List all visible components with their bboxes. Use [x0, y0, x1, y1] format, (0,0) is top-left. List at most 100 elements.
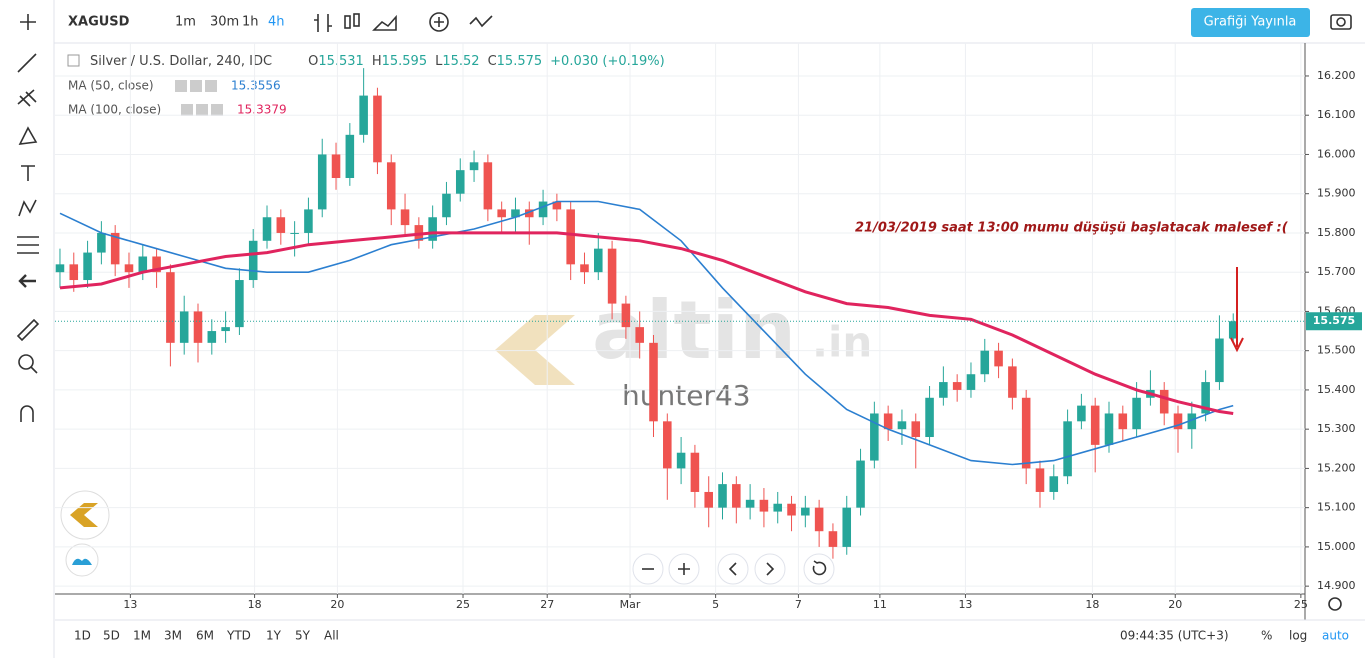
- candle-body: [676, 452, 686, 469]
- trendline-tool[interactable]: [17, 53, 37, 73]
- ma-button[interactable]: [175, 80, 187, 92]
- x-tick-label: 20: [1168, 598, 1182, 611]
- cloud-badge[interactable]: [65, 543, 99, 577]
- candle-body: [704, 491, 713, 508]
- interval[interactable]: 30m: [210, 15, 239, 30]
- candle-body: [1090, 405, 1100, 445]
- candle-body: [166, 272, 175, 343]
- x-tick-label: 13: [123, 598, 137, 611]
- logo-badge[interactable]: [60, 490, 110, 540]
- ohlc-key: L: [435, 54, 443, 69]
- ma-name[interactable]: MA (50, close): [68, 79, 154, 93]
- measure-tool[interactable]: [16, 318, 40, 342]
- shape-tool[interactable]: [18, 126, 38, 145]
- ohlc-value: 15.575: [497, 54, 543, 69]
- candle-body: [331, 154, 341, 179]
- publish-label[interactable]: Grafiği Yayınla: [1204, 15, 1297, 30]
- ohlc-key: C: [488, 54, 497, 69]
- candle-body: [621, 303, 631, 328]
- candle-body: [469, 162, 479, 171]
- candle-body: [124, 264, 134, 273]
- symbol[interactable]: XAGUSD: [68, 15, 130, 30]
- candle-body: [110, 232, 120, 265]
- cloud-icon: [72, 558, 92, 565]
- candle-body: [1049, 476, 1059, 492]
- pattern-tool[interactable]: [18, 199, 37, 217]
- publish-button[interactable]: [1191, 8, 1310, 37]
- candle-body: [97, 232, 106, 253]
- candle-body: [718, 484, 727, 508]
- ma-button[interactable]: [181, 104, 193, 116]
- candle-body: [359, 95, 368, 135]
- candle-body: [207, 331, 217, 343]
- zoom-tool[interactable]: [18, 354, 34, 370]
- indicators[interactable]: [372, 14, 397, 31]
- candle-body: [1173, 413, 1183, 430]
- settings[interactable]: [1328, 597, 1342, 611]
- ma-button[interactable]: [196, 104, 208, 116]
- ma-button[interactable]: [211, 104, 223, 116]
- x-tick-label: 5: [712, 598, 719, 611]
- back-tool[interactable]: [18, 274, 36, 288]
- range-button[interactable]: 1Y: [266, 629, 282, 643]
- scroll-right[interactable]: [754, 553, 786, 585]
- ma-button[interactable]: [205, 80, 217, 92]
- range-button[interactable]: 6M: [196, 629, 214, 643]
- range-button[interactable]: 1D: [74, 629, 91, 643]
- y-tick-label: 15.700: [1317, 265, 1356, 278]
- candle-body: [663, 421, 672, 469]
- prediction-tool[interactable]: [17, 236, 39, 254]
- y-tick-label: 15.900: [1317, 187, 1356, 200]
- scroll-left[interactable]: [717, 553, 749, 585]
- scale-option[interactable]: %: [1261, 629, 1272, 643]
- candle-body: [276, 217, 286, 233]
- snapshot[interactable]: [1330, 14, 1352, 30]
- interval[interactable]: 4h: [268, 15, 285, 30]
- range-button[interactable]: All: [324, 629, 339, 643]
- ma-line: [59, 200, 1234, 466]
- clock: 09:44:35 (UTC+3): [1120, 629, 1229, 643]
- ma-button[interactable]: [190, 80, 202, 92]
- text-tool[interactable]: [21, 165, 35, 181]
- reset[interactable]: [803, 553, 835, 585]
- candle-body: [966, 374, 976, 390]
- candle-body: [304, 209, 313, 233]
- magnet-tool[interactable]: [20, 405, 34, 422]
- candle-body: [55, 264, 65, 273]
- range-button[interactable]: 5D: [103, 629, 120, 643]
- range-button[interactable]: 5Y: [295, 629, 311, 643]
- scale-option[interactable]: auto: [1322, 629, 1349, 643]
- candle-body: [386, 162, 396, 210]
- collapse-box[interactable]: [67, 54, 80, 67]
- candle-body: [745, 499, 755, 508]
- y-tick-label: 15.000: [1317, 540, 1356, 553]
- crosshair-tool[interactable]: [20, 14, 36, 30]
- alerts[interactable]: [469, 15, 493, 28]
- candle-style[interactable]: [344, 15, 351, 29]
- bar-style[interactable]: [314, 14, 332, 32]
- candle-body: [193, 311, 203, 343]
- y-tick-label: 16.000: [1317, 147, 1356, 160]
- watermark-suffix: .in: [812, 318, 872, 367]
- candle-body: [580, 264, 589, 273]
- candle-body: [497, 209, 506, 218]
- x-tick-label: 25: [456, 598, 470, 611]
- candle-body: [524, 209, 534, 218]
- y-tick-label: 15.200: [1317, 461, 1356, 474]
- interval[interactable]: 1h: [242, 15, 259, 30]
- range-button[interactable]: YTD: [226, 629, 251, 643]
- scale-option[interactable]: log: [1289, 629, 1307, 643]
- compare[interactable]: [429, 12, 449, 32]
- candle-body: [842, 507, 852, 547]
- range-button[interactable]: 1M: [133, 629, 151, 643]
- change: +0.030 (+0.19%): [550, 54, 665, 69]
- ohlc-value: 15.531: [318, 54, 364, 69]
- y-tick-label: 15.500: [1317, 344, 1356, 357]
- y-tick-label: 14.900: [1317, 579, 1356, 592]
- range-button[interactable]: 3M: [164, 629, 182, 643]
- fib-tool[interactable]: [17, 89, 37, 107]
- interval[interactable]: 1m: [175, 15, 196, 30]
- ma-name[interactable]: MA (100, close): [68, 103, 161, 117]
- candle-body: [1118, 413, 1128, 430]
